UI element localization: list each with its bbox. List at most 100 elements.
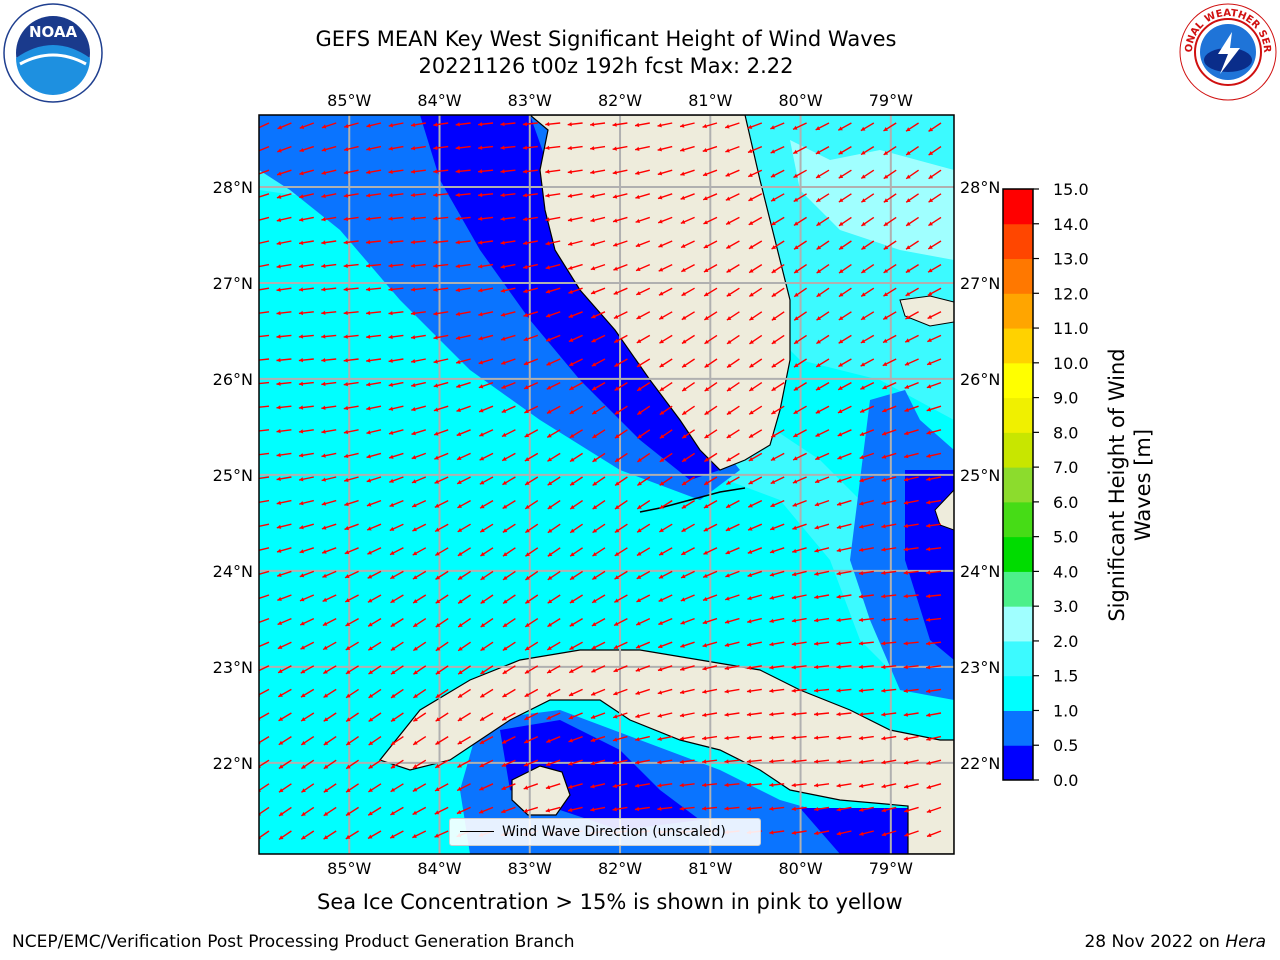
wind-wave-arrow: [634, 783, 650, 788]
wind-wave-arrow: [500, 311, 516, 317]
wind-wave-arrow: [390, 736, 404, 746]
wind-wave-arrow: [635, 216, 651, 224]
wind-wave-arrow: [412, 570, 427, 580]
wind-wave-arrow: [657, 665, 673, 672]
wind-wave-arrow: [345, 617, 359, 627]
wind-wave-arrow: [658, 594, 673, 603]
wind-wave-arrow: [478, 311, 494, 317]
wind-wave-arrow: [259, 452, 270, 456]
wind-wave-arrow: [277, 145, 292, 153]
wind-wave-arrow: [366, 499, 382, 507]
wind-wave-arrow: [815, 429, 830, 438]
wind-wave-arrow: [410, 311, 426, 316]
colorbar-tick-label: 14.0: [1053, 215, 1089, 234]
wind-wave-arrow: [276, 169, 292, 176]
wind-wave-arrow: [703, 287, 718, 297]
wind-wave-arrow: [859, 806, 874, 812]
grid-lines: [259, 115, 954, 854]
wind-wave-arrow: [680, 547, 695, 556]
wind-wave-arrow: [816, 240, 830, 250]
wind-wave-arrow: [411, 405, 426, 412]
wind-wave-arrow: [657, 735, 673, 741]
wind-wave-arrow: [637, 429, 651, 439]
wind-wave-arrow: [614, 429, 628, 439]
wind-wave-arrow: [276, 476, 292, 482]
wind-wave-arrow: [300, 688, 315, 698]
wind-wave-arrow: [524, 665, 539, 675]
lat-tick-label-right: 24°N: [960, 562, 1000, 581]
wind-wave-arrow: [276, 499, 292, 505]
wind-wave-arrow: [746, 782, 762, 788]
wind-wave-arrow: [903, 452, 919, 459]
wind-wave-arrow: [838, 287, 852, 298]
wind-wave-arrow: [277, 641, 292, 650]
wind-wave-arrow: [455, 169, 471, 174]
wind-wave-arrow: [412, 523, 427, 532]
wind-wave-arrow: [747, 523, 763, 531]
wind-wave-arrow: [634, 122, 650, 128]
wind-wave-arrow: [614, 523, 628, 534]
wind-wave-arrow: [367, 570, 382, 579]
wind-wave-arrow: [457, 570, 471, 581]
wind-wave-arrow: [389, 523, 404, 532]
lon-tick-label-top: 84°W: [417, 91, 461, 110]
wind-wave-arrow: [635, 169, 650, 175]
wind-wave-arrow: [770, 499, 785, 508]
wind-wave-arrow: [814, 594, 830, 600]
wind-wave-arrow: [344, 523, 359, 531]
colorbar-tick-label: 6.0: [1053, 493, 1078, 512]
wind-wave-arrow: [748, 264, 763, 274]
wind-wave-arrow: [457, 523, 471, 533]
wind-wave-arrow: [681, 523, 695, 533]
wind-wave-arrow: [412, 830, 427, 839]
wind-wave-arrow: [613, 617, 628, 627]
wind-wave-arrow: [388, 263, 404, 268]
wind-wave-arrow: [590, 688, 606, 696]
wind-wave-arrow: [433, 429, 449, 436]
wind-wave-arrow: [858, 594, 874, 599]
wind-wave-arrow: [635, 287, 651, 296]
wind-wave-arrow: [726, 287, 740, 297]
wind-wave-arrow: [388, 452, 404, 459]
wind-wave-arrow: [568, 263, 583, 270]
wind-wave-arrow: [612, 193, 628, 199]
wind-wave-arrow: [770, 476, 785, 485]
wind-wave-arrow: [702, 617, 718, 625]
wind-wave-arrow: [545, 169, 561, 174]
wind-wave-arrow: [836, 547, 852, 553]
wind-wave-arrow: [479, 429, 494, 437]
wind-wave-arrow: [859, 405, 875, 413]
wind-wave-arrow: [836, 783, 852, 788]
wind-wave-arrow: [927, 334, 942, 343]
wind-wave-arrow: [926, 429, 942, 435]
wind-wave-arrow: [545, 216, 561, 222]
wind-wave-arrow: [858, 570, 874, 576]
wind-wave-arrow: [814, 711, 830, 717]
wind-wave-arrow: [410, 239, 426, 245]
wind-wave-arrow: [927, 287, 942, 297]
wind-wave-arrow: [500, 192, 516, 198]
wind-wave-arrow: [770, 122, 785, 130]
wind-wave-arrow: [299, 523, 314, 530]
wind-wave-arrow: [635, 735, 650, 742]
wind-wave-arrow: [478, 122, 494, 127]
wind-wave-arrow: [657, 783, 673, 788]
colorbar-tick-label: 1.0: [1053, 701, 1078, 720]
wind-wave-arrow: [343, 216, 359, 222]
wind-wave-arrow: [479, 712, 494, 722]
wind-wave-arrow: [769, 688, 785, 693]
wind-wave-arrow: [278, 736, 292, 746]
wind-wave-arrow: [567, 806, 583, 813]
wind-wave-arrow: [859, 830, 874, 836]
colorbar-segment: [1003, 258, 1033, 294]
wind-wave-arrow: [367, 641, 382, 651]
wind-wave-arrow: [276, 570, 292, 577]
wind-wave-arrow: [343, 405, 359, 411]
wind-wave-arrow: [345, 736, 359, 746]
wind-wave-arrow: [500, 145, 516, 150]
wind-wave-arrow: [636, 311, 651, 320]
wind-wave-arrow: [680, 216, 695, 224]
wind-wave-arrow: [747, 617, 762, 624]
wind-wave-arrow: [299, 169, 314, 176]
lat-tick-label-right: 23°N: [960, 658, 1000, 677]
